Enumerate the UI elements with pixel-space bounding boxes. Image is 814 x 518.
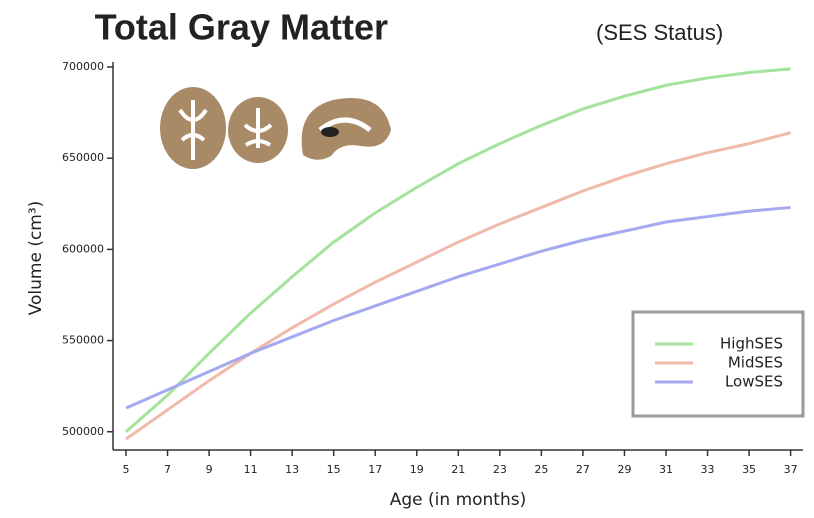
y-tick-label: 600000	[62, 242, 104, 255]
legend-label: HighSES	[720, 335, 783, 353]
chart-subtitle: (SES Status)	[596, 20, 723, 45]
x-tick-label: 29	[617, 463, 631, 476]
x-tick-label: 19	[410, 463, 424, 476]
legend-label: MidSES	[728, 354, 783, 372]
legend-label: LowSES	[725, 373, 783, 391]
x-tick-label: 31	[659, 463, 673, 476]
brain-images	[160, 87, 391, 169]
x-tick-label: 5	[122, 463, 129, 476]
x-tick-label: 15	[327, 463, 341, 476]
y-axis-label: Volume (cm³)	[26, 201, 46, 316]
y-tick-label: 550000	[62, 334, 104, 347]
x-axis-label: Age (in months)	[390, 490, 526, 510]
x-tick-label: 33	[701, 463, 715, 476]
x-tick-label: 35	[742, 463, 756, 476]
y-tick-label: 700000	[62, 60, 104, 73]
chart: Total Gray Matter (SES Status) Age (in m…	[0, 0, 814, 518]
x-tick-label: 17	[368, 463, 382, 476]
x-tick-label: 25	[534, 463, 548, 476]
y-tick-label: 500000	[62, 425, 104, 438]
x-tick-label: 27	[576, 463, 590, 476]
x-tick-label: 21	[451, 463, 465, 476]
chart-title: Total Gray Matter	[95, 7, 388, 48]
x-tick-label: 11	[244, 463, 258, 476]
x-tick-label: 7	[164, 463, 171, 476]
x-tick-label: 37	[784, 463, 798, 476]
y-tick-label: 650000	[62, 151, 104, 164]
x-tick-label: 9	[206, 463, 213, 476]
x-tick-label: 13	[285, 463, 299, 476]
x-tick-label: 23	[493, 463, 507, 476]
